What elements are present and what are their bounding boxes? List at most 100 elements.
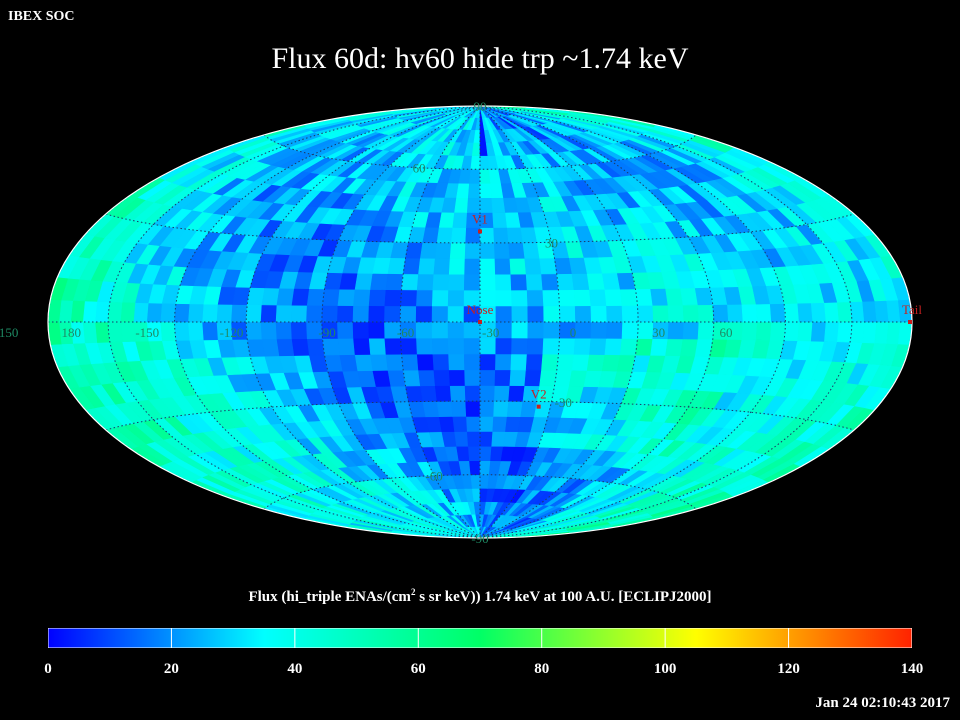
flux-cell [448, 369, 466, 386]
flux-cell [479, 337, 497, 355]
flux-cell [387, 257, 406, 275]
flux-cell [405, 242, 424, 259]
flux-cell [506, 227, 524, 244]
flux-cell [260, 321, 278, 340]
flux-cell [451, 400, 467, 417]
flux-cell [479, 385, 496, 402]
longitude-line [479, 106, 853, 538]
flux-cell [438, 211, 455, 228]
flux-cell [741, 303, 758, 323]
flux-cell [447, 289, 465, 307]
flux-cell [849, 321, 865, 343]
flux-cell [511, 321, 529, 339]
flux-cell [479, 273, 497, 291]
latitude-label: -30 [555, 395, 572, 410]
flux-cell [495, 337, 513, 355]
flux-cell [574, 321, 592, 339]
flux-cell [471, 142, 481, 156]
flux-cell [306, 338, 325, 356]
flux-cell [231, 304, 248, 323]
marker-point [908, 320, 912, 324]
longitude-label: -120 [220, 325, 244, 340]
flux-cell [508, 385, 526, 402]
flux-cell [456, 445, 470, 462]
flux-cell [769, 303, 786, 323]
flux-cell [494, 385, 511, 402]
flux-cell [420, 242, 438, 259]
flux-cell [434, 385, 452, 402]
flux-cell [436, 400, 454, 417]
flux-cell [70, 300, 86, 323]
flux-cell [463, 337, 481, 355]
flux-cell [619, 288, 638, 306]
flux-cell [416, 353, 435, 371]
flux-cell [494, 258, 512, 275]
flux-cell [82, 300, 98, 323]
flux-cell [491, 431, 506, 447]
flux-cell [133, 302, 150, 323]
flux-cell [652, 304, 670, 323]
flux-cell [188, 303, 205, 323]
flux-cell [479, 258, 496, 275]
flux-cell [384, 305, 401, 323]
flux-cell [479, 369, 496, 386]
colorbar-tick-label: 0 [44, 661, 52, 677]
latitude-line [105, 213, 855, 244]
flux-cell [479, 400, 495, 417]
flux-cell [491, 197, 506, 213]
flux-cell [465, 400, 481, 417]
flux-cell [454, 431, 469, 447]
flux-cell [466, 197, 481, 213]
flux-cell [107, 301, 123, 323]
flux-cell [354, 272, 374, 290]
flux-cell [451, 227, 467, 244]
flux-cell [494, 242, 511, 259]
flux-cell [479, 197, 494, 213]
colorbar-gradient [48, 628, 912, 648]
flux-cell [431, 337, 449, 355]
flux-cell [571, 273, 590, 290]
flux-cell [621, 321, 639, 339]
flux-cell [589, 289, 607, 307]
marker-label: Nose [467, 302, 494, 317]
flux-cell [436, 227, 454, 244]
flux-cell [337, 288, 356, 306]
flux-cell [456, 182, 470, 199]
flux-cell [509, 369, 527, 387]
flux-cell [202, 321, 219, 341]
flux-cell [524, 369, 542, 387]
flux-cell [495, 289, 513, 307]
flux-cell [492, 416, 508, 432]
colorbar-tick-label: 140 [900, 661, 924, 677]
flux-cell [416, 273, 435, 291]
flux-cell [479, 168, 491, 184]
flux-cell [449, 385, 466, 402]
flux-cell [370, 354, 389, 371]
flux-cell [667, 304, 685, 323]
flux-cell [438, 416, 455, 433]
flux-cell [276, 287, 295, 306]
flux-cell [420, 385, 438, 402]
flux-cell [511, 305, 529, 323]
flux-cell [107, 321, 123, 343]
flux-cell [665, 338, 684, 357]
flux-cell [590, 321, 608, 339]
flux-cell [510, 353, 528, 371]
flux-cell [541, 273, 559, 291]
flux-cell [783, 321, 800, 342]
flux-cell [508, 242, 526, 259]
flux-cell [452, 212, 468, 228]
flux-cell [511, 289, 529, 307]
flux-cell [465, 227, 481, 244]
colorbar [48, 628, 912, 648]
longitude-line [479, 106, 561, 538]
flux-cell [810, 302, 827, 323]
flux-cell [495, 273, 512, 291]
flux-cell [415, 305, 433, 323]
flux-cell [506, 400, 524, 417]
map-title: Flux 60d: hv60 hide trp ~1.74 keV [271, 42, 689, 75]
flux-cell [479, 227, 495, 244]
flux-cell [463, 353, 481, 371]
flux-cell [261, 287, 280, 306]
